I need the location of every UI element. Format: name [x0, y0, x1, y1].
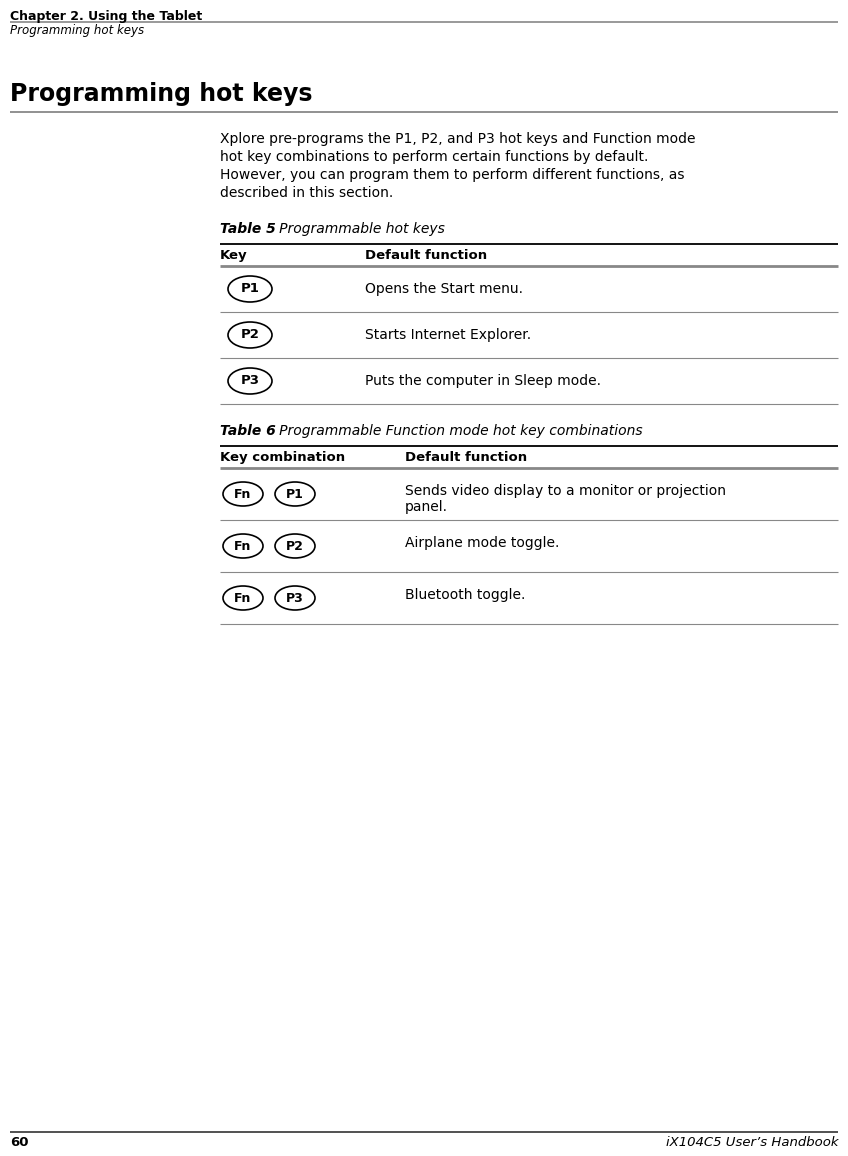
Text: Programmable Function mode hot key combinations: Programmable Function mode hot key combi… — [266, 424, 643, 438]
Text: Default function: Default function — [365, 249, 487, 262]
Text: P1: P1 — [286, 488, 304, 501]
Text: described in this section.: described in this section. — [220, 186, 393, 200]
Text: Programming hot keys: Programming hot keys — [10, 82, 313, 106]
Text: Fn: Fn — [234, 592, 252, 605]
Text: P3: P3 — [286, 592, 304, 605]
Text: Chapter 2. Using the Tablet: Chapter 2. Using the Tablet — [10, 10, 203, 23]
Text: Sends video display to a monitor or projection: Sends video display to a monitor or proj… — [405, 484, 726, 498]
Text: Default function: Default function — [405, 451, 527, 464]
Text: Table 6: Table 6 — [220, 424, 276, 438]
Text: Programmable hot keys: Programmable hot keys — [266, 222, 445, 236]
Text: Starts Internet Explorer.: Starts Internet Explorer. — [365, 328, 531, 342]
Text: P3: P3 — [241, 375, 259, 387]
Text: Key combination: Key combination — [220, 451, 345, 464]
Text: However, you can program them to perform different functions, as: However, you can program them to perform… — [220, 168, 684, 181]
Text: P1: P1 — [241, 282, 259, 296]
Text: P2: P2 — [286, 540, 304, 553]
Text: hot key combinations to perform certain functions by default.: hot key combinations to perform certain … — [220, 150, 649, 164]
Text: Xplore pre-programs the P1, P2, and P3 hot keys and Function mode: Xplore pre-programs the P1, P2, and P3 h… — [220, 132, 695, 146]
Text: 60: 60 — [10, 1136, 29, 1149]
Text: Bluetooth toggle.: Bluetooth toggle. — [405, 588, 526, 602]
Text: P2: P2 — [241, 328, 259, 341]
Text: Airplane mode toggle.: Airplane mode toggle. — [405, 536, 560, 550]
Text: Puts the computer in Sleep mode.: Puts the computer in Sleep mode. — [365, 375, 601, 388]
Text: iX104C5 User’s Handbook: iX104C5 User’s Handbook — [666, 1136, 838, 1149]
Text: panel.: panel. — [405, 501, 448, 514]
Text: Fn: Fn — [234, 540, 252, 553]
Text: Table 5: Table 5 — [220, 222, 276, 236]
Text: Programming hot keys: Programming hot keys — [10, 24, 144, 37]
Text: Key: Key — [220, 249, 248, 262]
Text: Opens the Start menu.: Opens the Start menu. — [365, 282, 523, 296]
Text: Fn: Fn — [234, 488, 252, 501]
